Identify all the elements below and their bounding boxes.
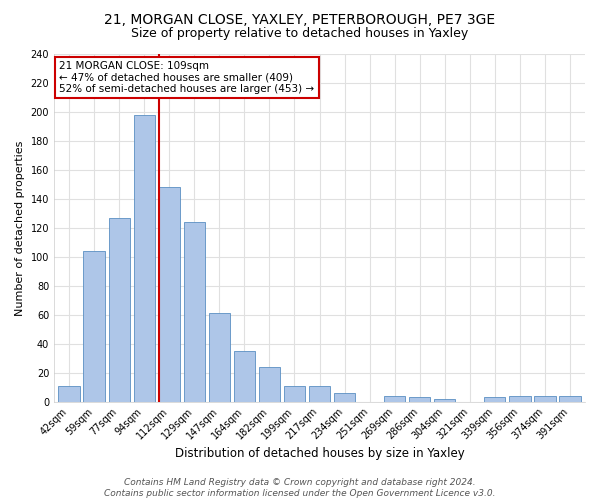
X-axis label: Distribution of detached houses by size in Yaxley: Distribution of detached houses by size … (175, 447, 464, 460)
Text: Contains HM Land Registry data © Crown copyright and database right 2024.
Contai: Contains HM Land Registry data © Crown c… (104, 478, 496, 498)
Bar (509, 396, 530, 402)
Bar (534, 396, 556, 402)
Bar (234, 351, 255, 402)
Y-axis label: Number of detached properties: Number of detached properties (15, 140, 25, 316)
Bar (384, 396, 406, 402)
Bar (83, 251, 105, 402)
Bar (334, 393, 355, 402)
Bar (484, 398, 505, 402)
Bar (58, 386, 80, 402)
Bar (158, 188, 180, 402)
Bar (209, 314, 230, 402)
Text: Size of property relative to detached houses in Yaxley: Size of property relative to detached ho… (131, 28, 469, 40)
Bar (309, 386, 330, 402)
Bar (134, 115, 155, 402)
Bar (184, 222, 205, 402)
Bar (284, 386, 305, 402)
Bar (109, 218, 130, 402)
Bar (559, 396, 581, 402)
Bar (409, 398, 430, 402)
Bar (434, 399, 455, 402)
Text: 21 MORGAN CLOSE: 109sqm
← 47% of detached houses are smaller (409)
52% of semi-d: 21 MORGAN CLOSE: 109sqm ← 47% of detache… (59, 61, 314, 94)
Text: 21, MORGAN CLOSE, YAXLEY, PETERBOROUGH, PE7 3GE: 21, MORGAN CLOSE, YAXLEY, PETERBOROUGH, … (104, 12, 496, 26)
Bar (259, 367, 280, 402)
